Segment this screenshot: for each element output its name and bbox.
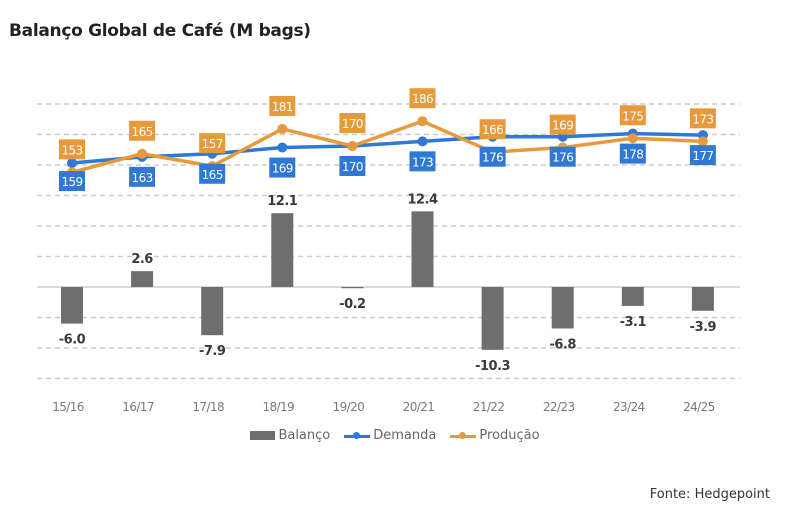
point-label-demanda: 165 xyxy=(202,168,223,182)
x-tick-label: 21/22 xyxy=(473,400,505,414)
label-box-producao xyxy=(619,105,646,126)
x-tick-label: 20/21 xyxy=(403,400,435,414)
bar-balanco xyxy=(621,287,644,306)
label-box-producao xyxy=(479,119,506,140)
x-tick-label: 18/19 xyxy=(263,400,295,414)
legend-item-balanco[interactable]: Balanço xyxy=(250,428,330,443)
legend-label-demanda: Demanda xyxy=(373,428,437,443)
label-box-demanda xyxy=(339,156,366,176)
x-tick-label: 19/20 xyxy=(333,400,365,414)
point-demanda xyxy=(417,136,428,147)
point-label-demanda: 159 xyxy=(61,175,82,189)
label-box-producao xyxy=(129,120,156,141)
x-tick-label: 16/17 xyxy=(122,400,154,414)
point-label-producao: 186 xyxy=(412,92,433,106)
label-box-producao xyxy=(269,95,296,116)
bar-balanco xyxy=(691,287,714,311)
bar-balanco xyxy=(551,287,574,329)
bar-balanco xyxy=(271,213,294,287)
label-box-demanda xyxy=(269,157,296,178)
bar-label: 2.6 xyxy=(131,252,153,267)
source-note: Fonte: Hedgepoint xyxy=(649,487,770,502)
point-producao xyxy=(347,141,358,151)
bar-balanco xyxy=(61,287,83,324)
point-demanda xyxy=(67,158,77,169)
label-box-demanda xyxy=(619,143,646,164)
point-label-producao: 169 xyxy=(552,119,573,133)
bar-label: 12.1 xyxy=(267,194,298,209)
point-label-demanda: 173 xyxy=(412,155,433,169)
bar-balanco xyxy=(131,271,154,287)
label-box-demanda xyxy=(129,166,156,187)
label-box-demanda xyxy=(409,151,436,172)
bar-label: -6.0 xyxy=(59,333,86,348)
label-box-demanda xyxy=(689,145,716,166)
point-label-demanda: 176 xyxy=(552,151,573,165)
bar-label: -3.9 xyxy=(690,320,717,335)
label-box-producao xyxy=(339,113,366,133)
x-tick-label: 15/16 xyxy=(52,400,84,414)
label-box-demanda xyxy=(479,146,506,167)
x-tick-label: 22/23 xyxy=(543,400,575,414)
point-producao xyxy=(417,116,428,127)
legend-swatch-producao xyxy=(450,430,477,442)
bar-balanco xyxy=(341,287,364,289)
x-tick-label: 23/24 xyxy=(613,400,645,414)
bar-label: -10.3 xyxy=(475,359,510,374)
label-box-producao xyxy=(689,108,716,129)
legend-label-balanco: Balanço xyxy=(278,428,331,443)
bar-balanco xyxy=(481,287,504,350)
x-tick-label: 24/25 xyxy=(683,400,715,414)
x-tick-label: 17/18 xyxy=(192,400,224,414)
bar-label: -6.8 xyxy=(549,337,576,352)
point-label-producao: 173 xyxy=(692,112,713,126)
bar-label: -0.2 xyxy=(339,297,365,312)
bar-label: -7.9 xyxy=(199,344,226,359)
legend-label-producao: Produção xyxy=(479,428,540,443)
line-demanda xyxy=(71,131,703,165)
bar-balanco xyxy=(411,211,434,287)
chart-title: Balanço Global de Café (M bags) xyxy=(9,21,311,41)
legend-item-producao[interactable]: Produção xyxy=(450,428,540,443)
line-producao xyxy=(71,119,703,175)
legend-swatch-balanco xyxy=(250,431,276,440)
point-label-producao: 175 xyxy=(622,109,643,123)
point-label-producao: 166 xyxy=(482,123,503,137)
point-producao xyxy=(137,148,148,159)
point-label-demanda: 170 xyxy=(342,160,363,174)
legend-item-demanda[interactable]: Demanda xyxy=(344,428,436,443)
point-demanda xyxy=(277,142,288,153)
point-label-demanda: 176 xyxy=(482,151,503,165)
legend: Balanço Demanda Produção xyxy=(0,428,790,443)
point-label-demanda: 177 xyxy=(692,149,713,163)
legend-swatch-demanda xyxy=(344,430,371,442)
point-label-demanda: 178 xyxy=(622,148,643,162)
point-label-demanda: 163 xyxy=(132,171,153,185)
bar-label: 12.4 xyxy=(407,192,438,207)
bar-label: -3.1 xyxy=(620,315,647,330)
label-box-demanda xyxy=(59,171,85,192)
label-box-producao xyxy=(549,114,576,135)
label-box-demanda xyxy=(199,163,226,184)
bar-balanco xyxy=(201,287,224,336)
point-label-demanda: 169 xyxy=(272,162,293,176)
label-box-producao xyxy=(409,88,436,109)
point-label-producao: 157 xyxy=(202,137,223,151)
point-label-producao: 165 xyxy=(132,125,153,139)
point-label-producao: 181 xyxy=(272,100,293,114)
point-producao xyxy=(627,133,638,144)
point-producao xyxy=(277,123,288,134)
label-box-demanda xyxy=(549,146,576,167)
label-box-producao xyxy=(199,133,226,154)
point-label-producao: 170 xyxy=(342,117,363,131)
label-box-producao xyxy=(59,139,85,160)
point-producao xyxy=(697,136,708,147)
point-label-producao: 153 xyxy=(61,143,82,157)
